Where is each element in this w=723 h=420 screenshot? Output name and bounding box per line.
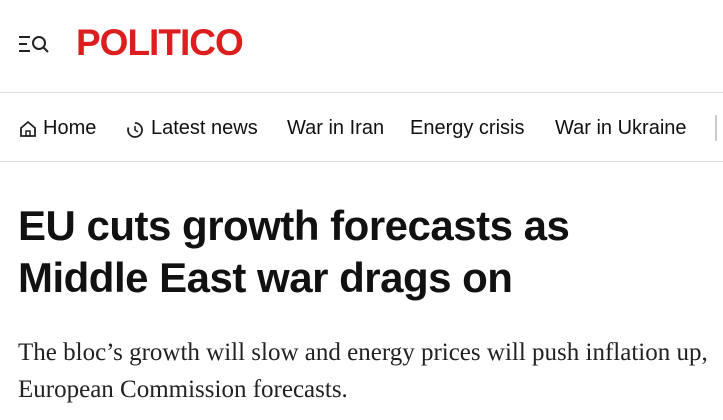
nav-link[interactable]: War in Ukraine [555,117,687,139]
nav-bar: Home Latest news War in Iran Energy cris… [0,93,723,162]
menu-search-button[interactable] [18,34,50,54]
header: POLITICO [0,0,723,93]
nav-link[interactable]: War in Iran [287,117,385,139]
nav-link[interactable]: Energy crisis [410,117,525,139]
nav-link[interactable]: Latest news [151,117,258,139]
nav-separator [715,115,717,141]
clock-icon [127,122,143,138]
subtitle: The bloc’s growth will slow and energy p… [18,339,708,403]
home-icon [20,120,36,137]
logo[interactable]: POLITICO [76,22,244,63]
nav-link[interactable]: Home [43,117,97,139]
headline: EU cuts growth forecasts as Middle East … [18,202,570,301]
